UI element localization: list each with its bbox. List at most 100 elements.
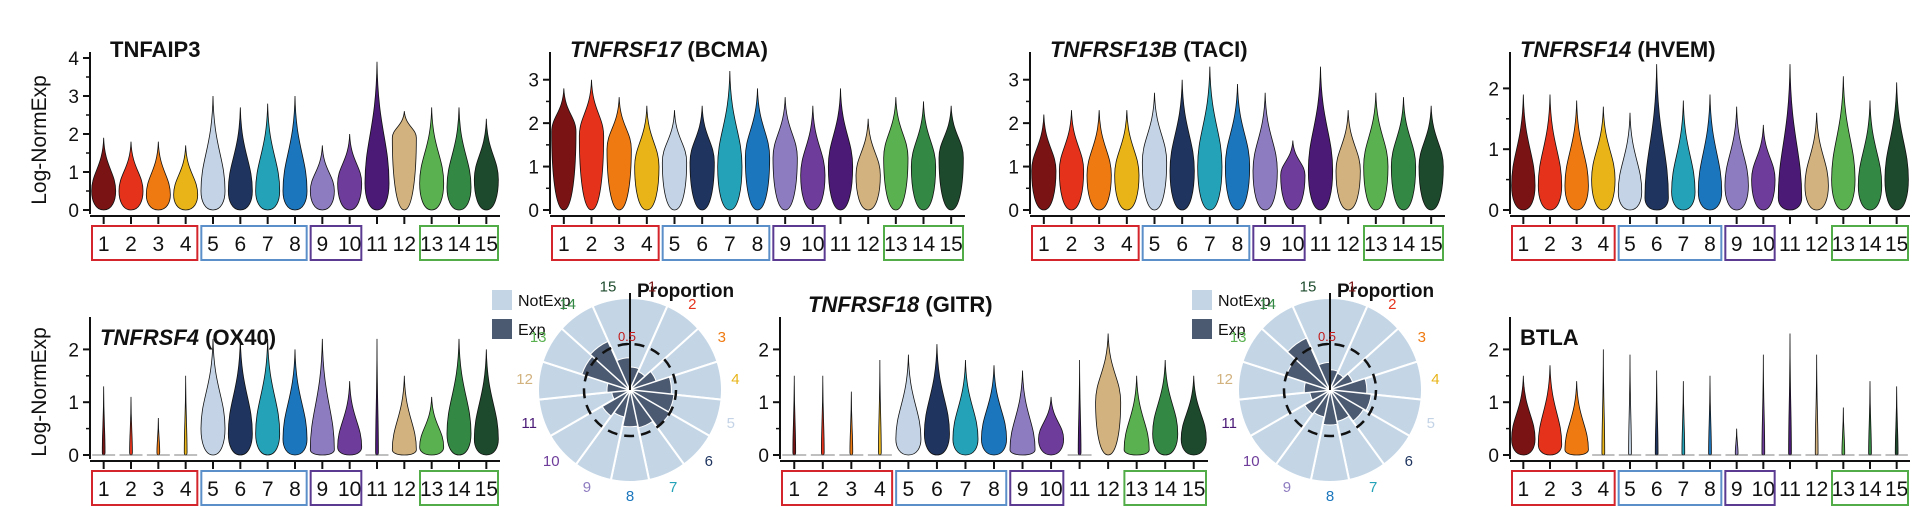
violin-cluster-7 [952, 359, 979, 456]
x-tick-label: 14 [912, 233, 936, 256]
polar-half-ring [582, 342, 678, 438]
x-tick-label: 13 [1125, 478, 1148, 501]
violin-cluster-12 [1804, 112, 1829, 211]
x-tick-label: 5 [207, 233, 219, 256]
x-tick-label: 10 [1281, 233, 1304, 256]
violin-cluster-9 [309, 338, 335, 456]
violin-cluster-3 [156, 418, 161, 456]
x-tick-label: 5 [669, 233, 681, 256]
violin-cluster-1 [551, 88, 577, 211]
x-tick-label: 5 [903, 478, 915, 501]
violin-cluster-9 [1009, 370, 1036, 456]
y-axis-label-top: Log-NormExp [28, 75, 51, 205]
cluster-group-box-4 [1363, 225, 1444, 261]
x-tick-label: 15 [1182, 478, 1205, 501]
violin-cluster-14 [1152, 359, 1179, 456]
x-tick-label: 8 [289, 233, 301, 256]
violin-cluster-3 [145, 141, 171, 211]
violin-cluster-10 [1280, 140, 1306, 211]
x-tick-label: 6 [931, 478, 943, 501]
x-tick-label: 9 [1017, 478, 1029, 501]
violin-cluster-8 [1708, 375, 1712, 456]
violin-cluster-6 [1654, 370, 1659, 456]
violin-cluster-4 [1601, 349, 1606, 456]
cluster-group-box-3 [1252, 225, 1306, 261]
violin-cluster-4 [878, 359, 882, 456]
x-tick-label: 12 [1805, 478, 1828, 501]
violin-cluster-1 [1511, 375, 1536, 456]
polar-cluster-label: 11 [1221, 415, 1237, 432]
violin-cluster-8 [282, 95, 308, 211]
violin-cluster-15 [1884, 82, 1909, 211]
polar-cluster-label: 10 [543, 453, 560, 470]
cluster-group-box-3 [1724, 470, 1776, 506]
panel-title-label: BTLA [1520, 325, 1579, 350]
x-tick-label: 12 [1336, 233, 1359, 256]
violin-cluster-2 [118, 141, 144, 211]
panel-title-label: (OX40) [199, 325, 276, 350]
violin-cluster-10 [1038, 396, 1065, 456]
x-tick-label: 11 [1779, 233, 1801, 256]
polar-cluster-label: 13 [1230, 329, 1247, 346]
x-tick-label: 4 [1597, 478, 1609, 501]
polar-cluster-label: 2 [688, 296, 696, 313]
y-tick-label: 0 [68, 446, 79, 467]
violin-cluster-5 [1141, 92, 1168, 211]
panel-title: TNFAIP3 [110, 37, 200, 62]
x-tick-label: 13 [1364, 233, 1387, 256]
cluster-group-box-1 [551, 225, 660, 261]
x-tick-label: 11 [366, 478, 388, 501]
legend-swatch-notexp [1192, 290, 1212, 310]
x-tick-label: 2 [1544, 233, 1556, 256]
x-tick-label: 12 [856, 233, 879, 256]
y-tick-label: 0 [758, 446, 769, 467]
x-tick-label: 10 [1039, 478, 1062, 501]
polar-cluster-label: 3 [718, 329, 726, 346]
x-tick-label: 10 [338, 478, 361, 501]
violin-cluster-11 [1307, 66, 1334, 211]
polar-cluster-label: 6 [1405, 453, 1413, 470]
polar-cluster-label: 8 [1326, 488, 1334, 505]
x-tick-label: 3 [152, 478, 164, 501]
x-tick-label: 2 [125, 478, 137, 501]
violin-cluster-12 [855, 118, 881, 211]
x-tick-label: 5 [1624, 233, 1636, 256]
polar-cluster-label: 4 [1431, 371, 1439, 388]
violin-cluster-10 [1751, 124, 1776, 211]
x-tick-label: 15 [475, 478, 498, 501]
violin-cluster-9 [309, 145, 335, 211]
violin-cluster-10 [800, 105, 826, 211]
violin-cluster-10 [337, 133, 363, 211]
violin-cluster-5 [200, 338, 226, 456]
polar-cluster-label: 7 [1369, 479, 1377, 496]
y-tick-label: 3 [1008, 71, 1019, 92]
violin-cluster-13 [883, 97, 909, 211]
polar-cluster-label: 12 [1216, 371, 1233, 388]
y-tick-label: 0 [1488, 201, 1499, 222]
violin-cluster-14 [910, 101, 937, 211]
y-tick-label: 3 [68, 87, 79, 108]
violin-cluster-9 [1724, 106, 1749, 211]
legend-swatch-exp [1192, 319, 1212, 339]
violin-cluster-10 [1761, 354, 1766, 456]
x-tick-label: 1 [98, 233, 110, 256]
y-tick-label: 0 [1008, 201, 1019, 222]
x-tick-label: 12 [393, 478, 416, 501]
cluster-group-box-1 [91, 225, 199, 261]
violin-cluster-9 [1252, 92, 1278, 211]
panel-title-gene: TNFRSF17 [570, 37, 683, 62]
x-tick-label: 7 [960, 478, 972, 501]
polar-cluster-label: 5 [1427, 415, 1435, 432]
violin-cluster-10 [337, 381, 363, 456]
legend-label-notexp: NotExp [518, 293, 571, 310]
y-tick-label: 0 [528, 201, 539, 222]
violin-cluster-8 [282, 349, 308, 456]
violin-cluster-4 [183, 375, 188, 456]
y-tick-label: 1 [528, 158, 539, 179]
violin-cluster-9 [1734, 428, 1739, 456]
x-tick-label: 9 [1259, 233, 1271, 256]
y-tick-label: 3 [528, 71, 539, 92]
x-tick-label: 3 [1571, 233, 1583, 256]
